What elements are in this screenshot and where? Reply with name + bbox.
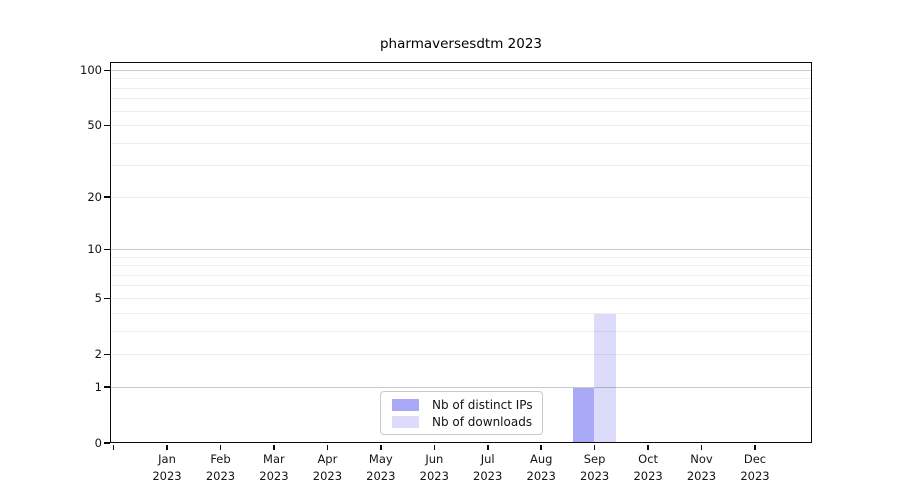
y-tick-label-0: 0 bbox=[94, 435, 102, 450]
x-tick-year-aug: 2023 bbox=[526, 468, 556, 483]
x-tick-label-feb: Feb 2023 bbox=[191, 451, 251, 484]
x-tick-year-may: 2023 bbox=[366, 468, 396, 483]
y-tick-100 bbox=[103, 69, 110, 72]
gridlines-layer bbox=[111, 63, 811, 442]
x-tick-label-sep: Sep 2023 bbox=[565, 451, 625, 484]
x-tick-year-apr: 2023 bbox=[312, 468, 343, 483]
x-tick-dec bbox=[754, 444, 756, 450]
x-tick-label-nov: Nov 2023 bbox=[672, 451, 732, 484]
gridline-1 bbox=[111, 386, 811, 388]
y-tick-label-50: 50 bbox=[87, 118, 102, 132]
x-tick-year-jun: 2023 bbox=[419, 468, 449, 483]
gridline-10 bbox=[111, 248, 811, 250]
x-tick-label-oct: Oct 2023 bbox=[618, 451, 678, 484]
gridline-7 bbox=[111, 274, 811, 276]
x-tick-aug bbox=[540, 444, 542, 450]
x-tick-label-jun: Jun 2023 bbox=[404, 451, 464, 484]
bar-sep-distinct-ips bbox=[572, 387, 595, 442]
x-tick-label-mar: Mar 2023 bbox=[244, 451, 304, 484]
x-tick-apr bbox=[326, 444, 329, 450]
gridline-4 bbox=[111, 312, 811, 314]
gridline-100 bbox=[111, 69, 811, 71]
y-tick-50 bbox=[103, 124, 110, 127]
x-tick-year-nov: 2023 bbox=[686, 468, 717, 483]
x-tick-year-mar: 2023 bbox=[259, 468, 289, 483]
y-tick-label-100: 100 bbox=[80, 62, 102, 77]
gridline-40 bbox=[111, 142, 811, 144]
plot-area bbox=[110, 62, 812, 443]
gridline-9 bbox=[111, 256, 811, 258]
x-tick-mar bbox=[273, 444, 275, 450]
y-tick-5 bbox=[103, 297, 110, 300]
x-tick-year-feb: 2023 bbox=[205, 468, 236, 483]
legend-item-distinct-ips: Nb of distinct IPs bbox=[392, 398, 542, 412]
gridline-70 bbox=[111, 98, 811, 100]
gridline-8 bbox=[111, 265, 811, 267]
gridline-90 bbox=[111, 78, 811, 80]
y-tick-0 bbox=[103, 442, 110, 444]
x-tick-feb bbox=[219, 444, 222, 450]
x-tick-jan bbox=[166, 444, 168, 450]
gridline-2 bbox=[111, 353, 811, 355]
x-tick-label-aug: Aug 2023 bbox=[511, 451, 571, 484]
gridline-5 bbox=[111, 297, 811, 299]
y-tick-2 bbox=[103, 353, 110, 355]
y-tick-20 bbox=[103, 196, 110, 198]
x-tick-year-sep: 2023 bbox=[579, 468, 610, 483]
x-tick-jun bbox=[433, 444, 435, 450]
y-tick-label-10: 10 bbox=[87, 241, 102, 256]
gridline-3 bbox=[111, 330, 811, 332]
x-tick-label-jan: Jan 2023 bbox=[137, 451, 197, 484]
legend-label-downloads: Nb of downloads bbox=[432, 414, 533, 429]
bars-layer bbox=[111, 63, 811, 442]
x-tick-label-jul: Jul 2023 bbox=[458, 451, 518, 484]
legend-swatch-distinct-ips bbox=[392, 398, 419, 411]
y-tick-1 bbox=[103, 386, 110, 388]
x-tick-sep bbox=[593, 444, 596, 450]
gridline-50 bbox=[111, 125, 811, 126]
x-tick-oct bbox=[647, 444, 649, 450]
gridline-20 bbox=[111, 196, 811, 198]
chart-title: pharmaversesdtm 2023 bbox=[379, 36, 542, 52]
x-tick-jul bbox=[487, 444, 489, 450]
x-tick-may bbox=[380, 444, 382, 450]
x-tick-label-apr: Apr 2023 bbox=[297, 451, 357, 484]
x-tick-label-dec: Dec 2023 bbox=[725, 451, 785, 484]
legend-swatch-downloads bbox=[392, 415, 419, 428]
y-tick-label-1: 1 bbox=[94, 379, 102, 394]
y-tick-label-2: 2 bbox=[94, 346, 102, 361]
legend-item-downloads: Nb of downloads bbox=[392, 415, 542, 429]
y-tick-10 bbox=[103, 248, 110, 251]
x-tick-edge bbox=[112, 444, 115, 450]
gridline-80 bbox=[111, 87, 811, 89]
x-tick-year-oct: 2023 bbox=[633, 468, 663, 483]
gridline-6 bbox=[111, 285, 811, 287]
y-tick-label-20: 20 bbox=[87, 189, 102, 204]
legend: Nb of distinct IPs Nb of downloads bbox=[380, 391, 543, 435]
y-tick-label-5: 5 bbox=[94, 290, 102, 305]
x-tick-nov bbox=[700, 444, 703, 450]
bar-sep-downloads bbox=[594, 313, 616, 442]
legend-label-distinct-ips: Nb of distinct IPs bbox=[432, 397, 533, 412]
gridline-30 bbox=[111, 165, 811, 167]
x-tick-year-dec: 2023 bbox=[740, 468, 770, 483]
gridline-60 bbox=[111, 110, 811, 112]
x-tick-year-jul: 2023 bbox=[473, 468, 503, 483]
x-tick-year-jan: 2023 bbox=[152, 468, 182, 483]
x-tick-label-may: May 2023 bbox=[351, 451, 411, 484]
